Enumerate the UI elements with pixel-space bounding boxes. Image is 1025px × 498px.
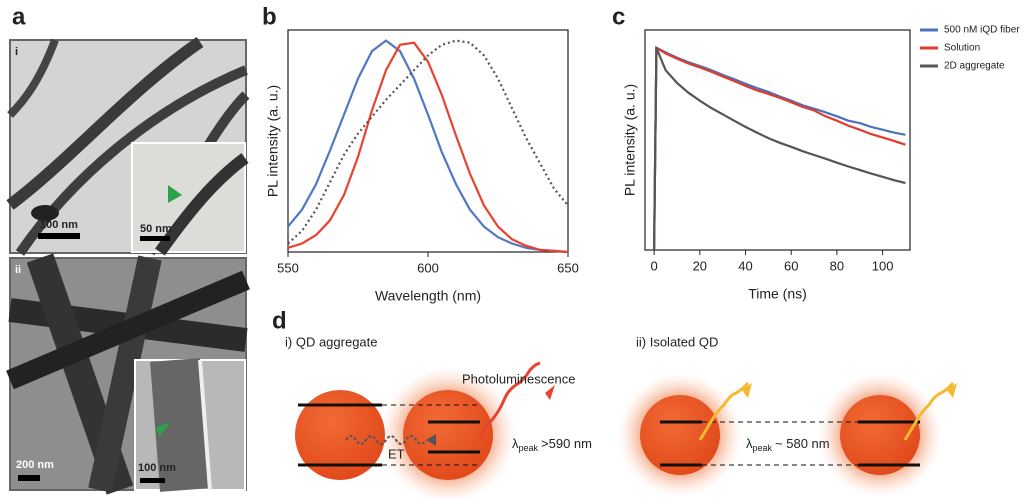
panel-letter: c [612, 3, 625, 30]
plot-frame [644, 29, 911, 251]
x-axis-label: Wavelength (nm) [375, 288, 481, 304]
x-axis-label: Time (ns) [748, 286, 807, 302]
x-tick-label: 80 [830, 258, 844, 273]
x-tick-label: 40 [738, 258, 752, 273]
peak-label: λpeak >590 nm [512, 436, 592, 453]
panel-letter: d [272, 307, 287, 334]
scale-label: 100 nm [40, 219, 78, 231]
diagram [295, 361, 957, 498]
peak-subscript: peak [753, 443, 773, 453]
tem-image-i [6, 37, 250, 256]
data-line [287, 39, 569, 254]
transfer-label: ET [388, 446, 405, 461]
tem-image-ii [6, 253, 250, 495]
legend-label: Solution [944, 43, 980, 54]
scale-label: 200 nm [16, 459, 54, 471]
peak-symbol: λ [512, 436, 519, 451]
x-tick-label: 0 [651, 258, 658, 273]
x-tick-label: 550 [277, 260, 299, 275]
y-axis-label: PL intensity (a. u.) [265, 85, 281, 197]
data-line [287, 39, 569, 245]
image-label: ii [15, 264, 21, 276]
x-tick-label: 650 [557, 260, 579, 275]
y-axis-label: PL intensity (a. u.) [622, 84, 638, 196]
image-label: i [15, 46, 18, 58]
panel-letter: a [12, 3, 26, 30]
data-line [653, 47, 906, 251]
panel-letter: b [262, 3, 277, 30]
data-line [287, 41, 569, 254]
x-tick-label: 60 [784, 258, 798, 273]
peak-label: λpeak ~ 580 nm [746, 436, 830, 453]
diagram-title: i) QD aggregate [285, 334, 378, 349]
x-tick-label: 20 [693, 258, 707, 273]
peak-value: ~ 580 nm [775, 436, 830, 451]
emission-label: Photoluminescence [462, 371, 575, 386]
scale-label: 100 nm [138, 462, 176, 474]
x-tick-label: 100 [872, 258, 894, 273]
x-tick-label: 600 [417, 260, 439, 275]
legend-label: 500 nM iQD fiber [944, 25, 1020, 36]
data-line [653, 45, 906, 251]
legend-label: 2D aggregate [944, 61, 1005, 72]
peak-symbol: λ [746, 436, 753, 451]
diagram-title: ii) Isolated QD [636, 334, 718, 349]
scale-label: 50 nm [140, 223, 172, 235]
data-line [653, 46, 906, 251]
peak-subscript: peak [519, 443, 539, 453]
peak-value: >590 nm [541, 436, 592, 451]
